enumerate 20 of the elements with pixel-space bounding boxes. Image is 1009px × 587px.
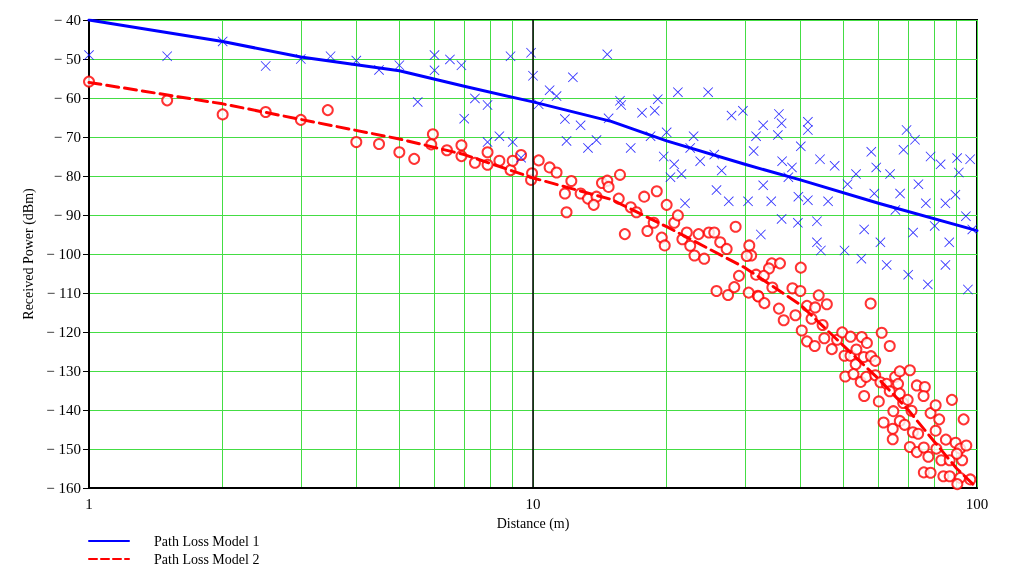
y-tick-label: − 60 xyxy=(53,90,81,106)
x-tick-label: 10 xyxy=(525,495,541,512)
y-tick-label: − 140 xyxy=(46,402,81,418)
y-tick-label: − 80 xyxy=(53,168,81,184)
legend-label: Path Loss Model 1 xyxy=(154,533,260,549)
y-tick-label: − 50 xyxy=(53,51,81,67)
y-axis-title: Received Power (dBm) xyxy=(20,187,37,320)
y-tick-label: − 120 xyxy=(46,324,81,340)
legend-label: Path Loss Model 2 xyxy=(154,551,260,567)
y-tick-label: − 160 xyxy=(46,480,81,496)
x-tick-label: 1 xyxy=(85,495,93,512)
y-tick-label: − 150 xyxy=(46,441,81,457)
y-tick-label: − 70 xyxy=(53,129,81,145)
y-tick-label: − 40 xyxy=(53,12,81,28)
y-tick-label: − 90 xyxy=(53,207,81,223)
x-axis-title: Distance (m) xyxy=(496,515,570,532)
y-tick-label: − 110 xyxy=(46,285,81,301)
y-tick-label: − 100 xyxy=(46,246,81,262)
y-tick-label: − 130 xyxy=(46,363,81,379)
x-tick-label: 100 xyxy=(965,495,989,512)
